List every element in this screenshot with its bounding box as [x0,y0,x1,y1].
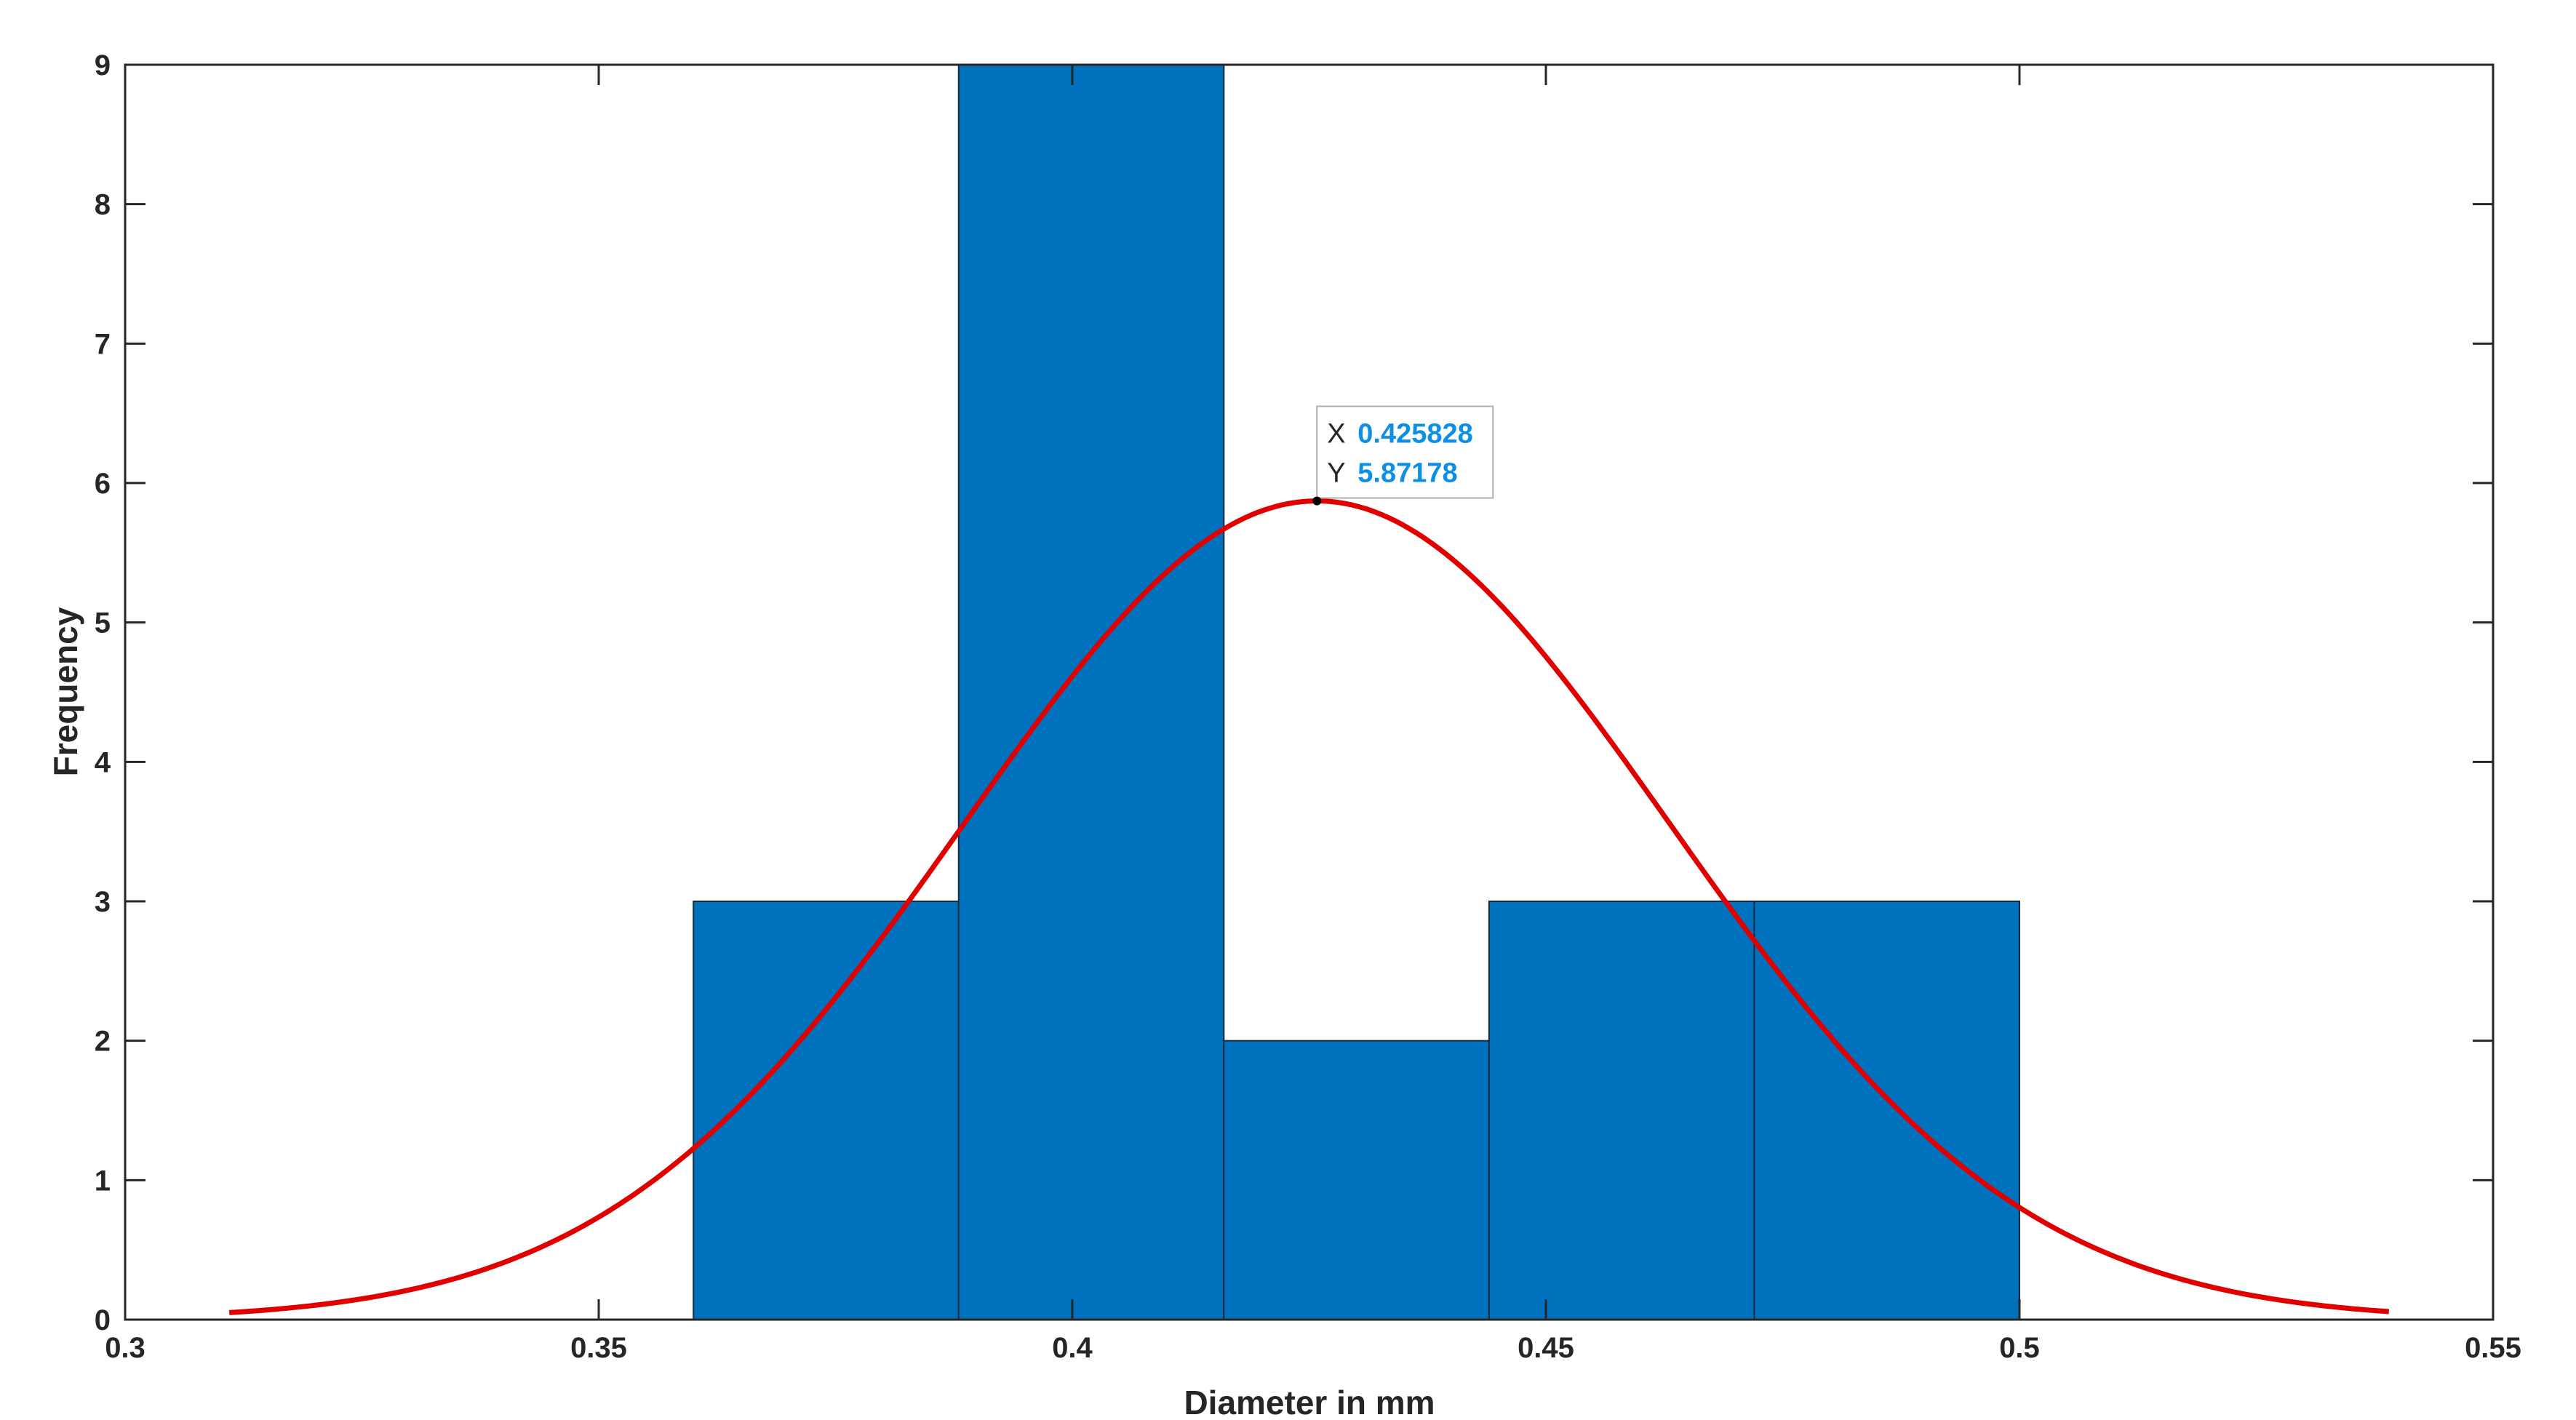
datatip-y-value: 5.87178 [1357,458,1457,489]
histogram-bar-2 [957,64,1225,1320]
plot-frame [124,63,2495,1321]
x-axis-ticks: 0.3 0.35 0.4 0.45 0.5 0.55 [105,65,2521,1364]
y-axis-label: Frequency [47,607,84,776]
datatip[interactable]: X 0.425828 Y 5.87178 [1312,405,1494,506]
y-tick-label: 1 [95,1165,111,1197]
normal-fit-curve [228,498,2390,1315]
y-tick-label: 3 [95,886,111,918]
histogram-bar-4 [1488,901,1755,1320]
y-tick-label: 0 [95,1304,111,1336]
datatip-x-value: 0.425828 [1357,419,1473,450]
y-tick-label: 7 [95,328,111,360]
y-tick-label: 8 [95,189,111,221]
x-tick-label: 0.3 [105,1332,145,1364]
histogram-bar-5 [1753,901,2020,1320]
datatip-marker [1312,496,1322,506]
y-tick-label: 6 [95,468,111,500]
x-tick-label: 0.4 [1052,1332,1093,1364]
normal-fit-layer [228,498,2390,1315]
y-axis-ticks: 0 1 2 3 4 5 6 7 8 9 [95,49,2493,1336]
y-tick-label: 9 [95,49,111,81]
datatip-box [1316,405,1494,499]
x-tick-label: 0.55 [2465,1332,2521,1364]
y-tick-label: 5 [95,607,111,639]
y-tick-label: 4 [95,746,111,778]
datatip-y-key: Y [1327,458,1345,489]
x-tick-label: 0.35 [570,1332,627,1364]
y-tick-label: 2 [95,1026,111,1058]
x-axis-label: Diameter in mm [1184,1384,1435,1420]
datatip-x-key: X [1327,419,1345,450]
x-tick-label: 0.45 [1518,1332,1574,1364]
x-tick-label: 0.5 [1999,1332,2040,1364]
histogram-bar-3 [1223,1040,1490,1320]
histogram-bars [693,64,2020,1320]
